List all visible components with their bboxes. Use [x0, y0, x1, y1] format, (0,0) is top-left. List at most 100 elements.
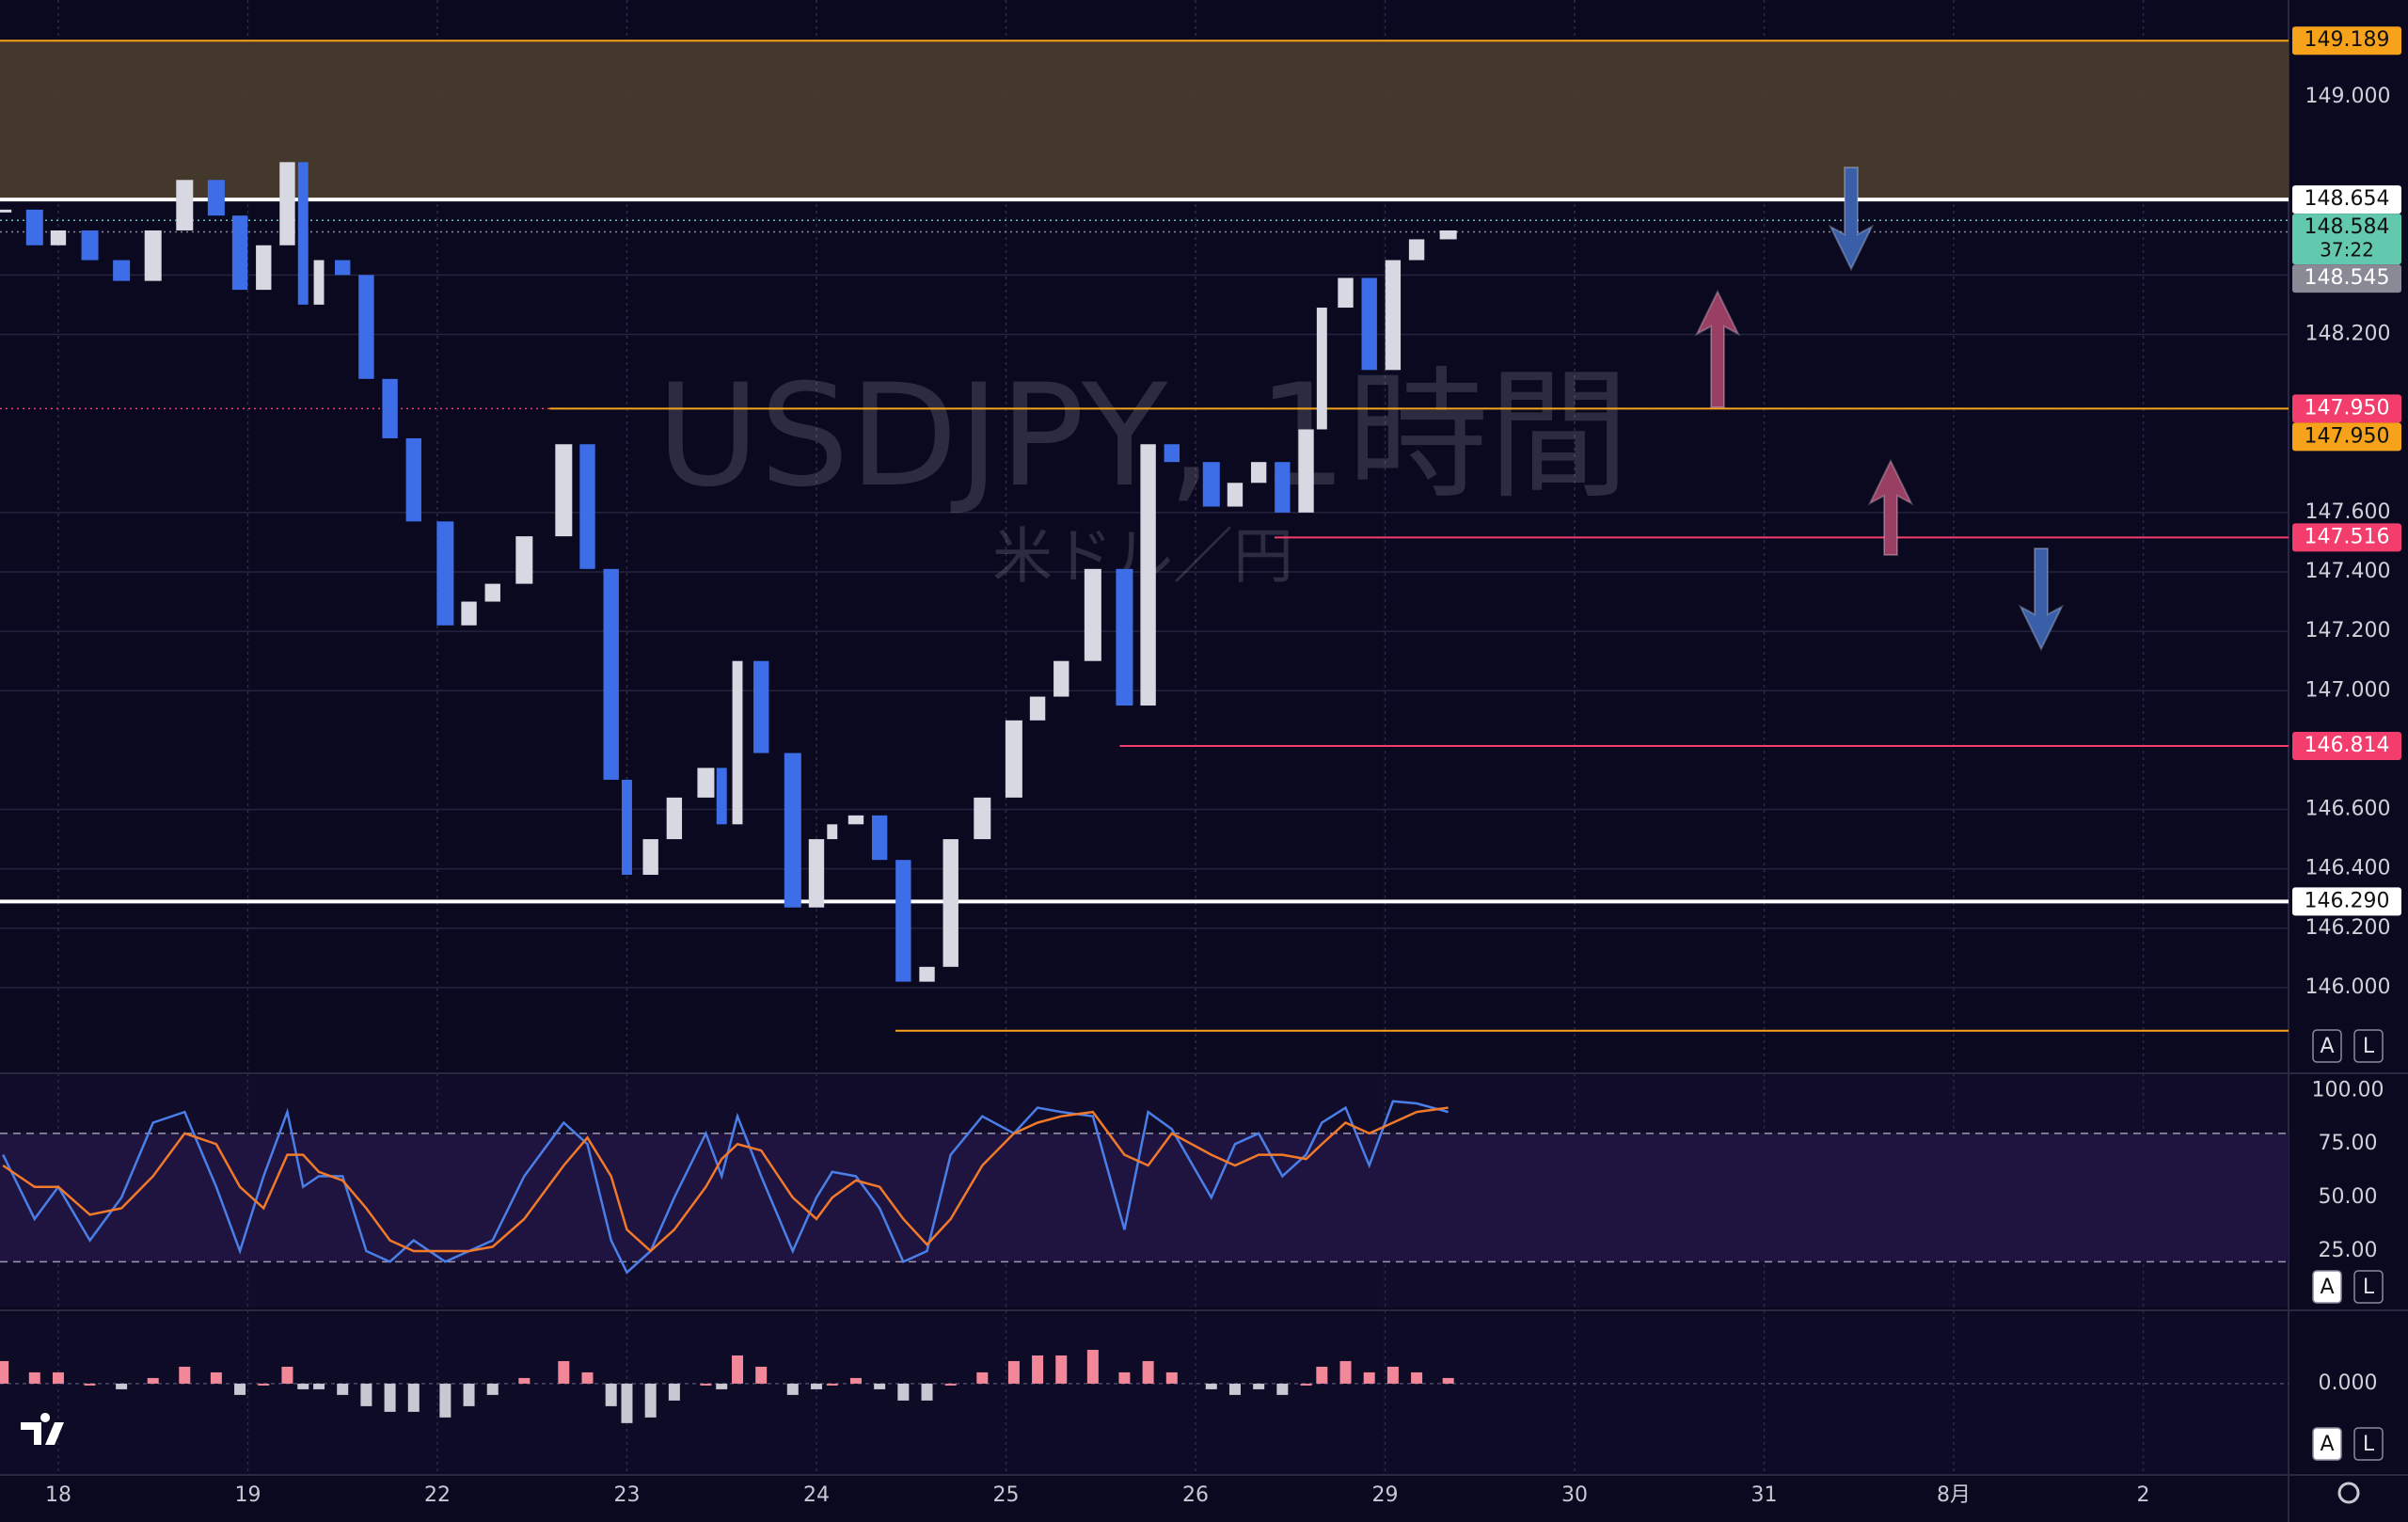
- y-tick-label: 50.00: [2319, 1185, 2378, 1209]
- price-tag: [2292, 264, 2401, 293]
- x-tick-label: 29: [1371, 1483, 1398, 1507]
- price-tag: [2292, 214, 2401, 265]
- histogram-bar: [337, 1383, 349, 1395]
- histogram-bar: [116, 1383, 128, 1389]
- y-tick-label: 0.000: [2319, 1371, 2378, 1395]
- arrow-annotation: [1828, 166, 1875, 272]
- y-tick-label: 148.200: [2305, 322, 2391, 345]
- candle: [642, 839, 658, 875]
- arrow-annotation: [1867, 458, 1914, 556]
- histogram-bar: [1253, 1383, 1265, 1389]
- scale-button-label[interactable]: L: [2363, 1276, 2375, 1299]
- scale-button[interactable]: [2312, 1427, 2342, 1461]
- histogram-bar: [1205, 1383, 1217, 1389]
- candle: [436, 521, 454, 626]
- histogram-bar: [210, 1371, 222, 1384]
- histogram-bar: [1165, 1371, 1178, 1384]
- pane-bg: [0, 1313, 2289, 1475]
- candle: [113, 260, 131, 281]
- candle: [732, 660, 743, 825]
- candle: [808, 839, 825, 908]
- candle: [335, 260, 351, 276]
- x-tick-label: 18: [45, 1483, 71, 1507]
- scale-button[interactable]: [2312, 1029, 2342, 1063]
- candle: [1408, 239, 1425, 261]
- price-tag-label: 148.545: [2305, 266, 2390, 290]
- y-tick-label: 149.000: [2305, 85, 2391, 108]
- scale-button-label[interactable]: L: [2363, 1433, 2375, 1456]
- candle: [382, 378, 398, 438]
- histogram-bar: [1411, 1371, 1423, 1384]
- x-tick-label: 19: [234, 1483, 261, 1507]
- price-tag: [2292, 394, 2401, 423]
- x-tick-label: 8月: [1937, 1483, 1971, 1507]
- scale-button[interactable]: [2353, 1427, 2384, 1461]
- arrow-annotation: [2018, 547, 2065, 652]
- histogram-bar: [621, 1383, 633, 1423]
- candle: [1298, 429, 1314, 513]
- histogram-bar: [1316, 1366, 1328, 1384]
- price-tag: [2292, 422, 2401, 452]
- scale-button-label[interactable]: A: [2320, 1035, 2334, 1058]
- scale-button-label[interactable]: A: [2320, 1276, 2334, 1299]
- y-tick-label: 146.400: [2305, 857, 2391, 880]
- y-tick-label: 147.400: [2305, 560, 2391, 583]
- x-tick-label: 2: [2137, 1483, 2150, 1507]
- histogram-bar: [407, 1383, 420, 1412]
- scale-button[interactable]: [2312, 1270, 2342, 1304]
- histogram-bar: [810, 1383, 822, 1389]
- candle: [50, 230, 67, 246]
- candle: [0, 209, 12, 213]
- candle: [1164, 444, 1180, 463]
- candle: [753, 660, 769, 753]
- histogram-bar: [786, 1383, 799, 1395]
- settings-icon[interactable]: [2337, 1482, 2360, 1504]
- histogram-bar: [1228, 1383, 1241, 1395]
- candle: [895, 860, 911, 982]
- histogram-bar: [921, 1383, 933, 1401]
- scale-button-label[interactable]: L: [2363, 1035, 2375, 1058]
- histogram-bar: [84, 1383, 96, 1386]
- price-tag-label: 146.814: [2305, 734, 2390, 757]
- histogram-bar: [1386, 1366, 1399, 1384]
- x-tick-label: 30: [1561, 1483, 1588, 1507]
- histogram-bar: [1118, 1371, 1131, 1384]
- candle: [81, 230, 99, 261]
- histogram-bar: [755, 1366, 768, 1384]
- candle: [461, 601, 477, 626]
- histogram-bar: [1363, 1371, 1375, 1384]
- y-tick-label: 146.000: [2305, 975, 2391, 999]
- histogram-bar: [28, 1371, 40, 1384]
- price-tag: [2292, 26, 2401, 55]
- histogram-bar: [297, 1383, 309, 1389]
- candle: [1029, 696, 1046, 721]
- candle: [1338, 277, 1354, 309]
- histogram-bar: [1032, 1355, 1044, 1384]
- y-tick-label: 147.200: [2305, 619, 2391, 642]
- candle: [1005, 720, 1022, 798]
- histogram-bar: [1142, 1360, 1154, 1384]
- histogram-bar: [360, 1383, 372, 1406]
- scale-button[interactable]: [2353, 1029, 2384, 1063]
- histogram-bar: [1442, 1377, 1454, 1384]
- candle: [207, 180, 225, 216]
- scale-button-label[interactable]: A: [2320, 1433, 2334, 1456]
- histogram-bar: [874, 1383, 886, 1389]
- candle: [555, 444, 573, 537]
- oscillator-line: [2, 1106, 1449, 1253]
- histogram-bar: [258, 1383, 270, 1386]
- y-tick-label: 146.200: [2305, 916, 2391, 940]
- overbought-band: [0, 1133, 2289, 1262]
- candle: [515, 536, 533, 584]
- y-tick-label: 147.600: [2305, 500, 2391, 524]
- candle: [919, 966, 935, 982]
- candle: [1361, 277, 1377, 371]
- histogram-bar: [605, 1383, 617, 1406]
- candle: [1054, 660, 1069, 697]
- candle: [176, 180, 194, 230]
- scale-button[interactable]: [2353, 1270, 2384, 1304]
- candle: [231, 215, 248, 291]
- histogram-bar: [1007, 1360, 1020, 1384]
- candle: [405, 437, 421, 522]
